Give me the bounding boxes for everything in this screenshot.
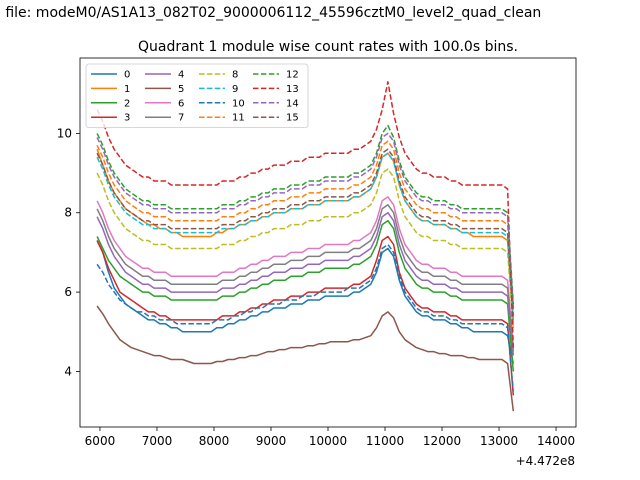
x-tick-label: 6000 <box>85 434 116 448</box>
legend-label-4: 4 <box>178 70 184 81</box>
series-line-12 <box>96 124 515 305</box>
x-tick-label: 12000 <box>423 434 461 448</box>
x-tick-label: 7000 <box>142 434 173 448</box>
series-line-4 <box>96 211 515 356</box>
legend-box <box>85 63 309 128</box>
legend-label-15: 15 <box>286 113 299 124</box>
legend-label-6: 6 <box>178 98 184 109</box>
series-line-15 <box>96 148 515 316</box>
legend-label-12: 12 <box>286 70 299 81</box>
x-tick-label: 10000 <box>309 434 347 448</box>
y-tick-label: 4 <box>64 364 72 378</box>
legend-label-11: 11 <box>232 113 245 124</box>
figure-suptitle: n file: modeM0/AS1A13_082T02_9000006112_… <box>0 5 541 21</box>
x-tick-label: 14000 <box>537 434 575 448</box>
series-line-3 <box>96 235 515 396</box>
legend-label-0: 0 <box>124 70 130 81</box>
chart-title: Quadrant 1 module wise count rates with … <box>138 39 518 55</box>
series-line-11 <box>96 140 515 312</box>
legend-label-5: 5 <box>178 84 184 95</box>
legend-label-13: 13 <box>286 84 299 95</box>
legend-label-8: 8 <box>232 70 238 81</box>
x-tick-label: 11000 <box>366 434 404 448</box>
legend-label-14: 14 <box>286 98 299 109</box>
series-line-7 <box>96 204 515 352</box>
legend-label-2: 2 <box>124 98 130 109</box>
legend-label-10: 10 <box>232 98 245 109</box>
x-tick-label: 13000 <box>480 434 518 448</box>
x-tick-label: 9000 <box>256 434 287 448</box>
x-tick-label: 8000 <box>199 434 230 448</box>
y-tick-label: 8 <box>64 206 72 220</box>
series-line-5 <box>96 305 515 412</box>
legend-label-3: 3 <box>124 113 130 124</box>
y-axis: 4 6 8 10 <box>57 126 80 378</box>
y-tick-label: 10 <box>57 126 72 140</box>
series-line-9 <box>96 152 515 320</box>
series-line-8 <box>96 168 515 328</box>
y-tick-label: 6 <box>64 285 72 299</box>
legend-label-7: 7 <box>178 113 184 124</box>
series-line-6 <box>96 196 515 348</box>
plot-lines <box>96 81 515 412</box>
x-axis-offset-label: +4.472e8 <box>516 454 575 468</box>
series-line-2 <box>96 219 515 372</box>
legend-label-9: 9 <box>232 84 238 95</box>
series-line-13 <box>96 81 515 348</box>
x-axis: 6000 7000 8000 9000 10000 11000 12000 13000 1400… <box>85 427 575 448</box>
series-line-0 <box>96 240 515 364</box>
series-line-10 <box>96 243 515 392</box>
series-line-14 <box>96 132 515 309</box>
legend-label-1: 1 <box>124 84 130 95</box>
